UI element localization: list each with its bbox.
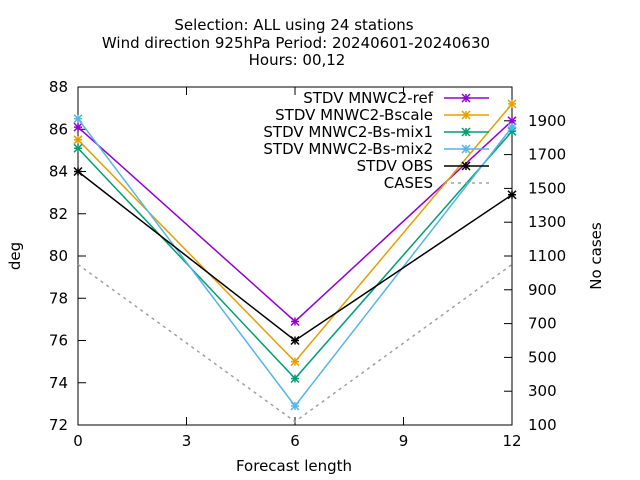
x-tick-label: 3	[182, 432, 192, 450]
y2-axis-label: No cases	[587, 222, 605, 290]
y-tick-label: 80	[49, 247, 68, 265]
chart-title-line-3: Hours: 00,12	[249, 51, 346, 69]
data-point-stdv-mnwc2-bs-mix2	[73, 114, 83, 124]
data-point-stdv-mnwc2-bs-mix1	[290, 373, 300, 384]
y-tick-label: 84	[49, 163, 68, 181]
x-axis-label: Forecast length	[236, 457, 352, 475]
legend-label-stdv-mnwc2-bs-mix2: STDV MNWC2-Bs-mix2	[263, 140, 433, 158]
legend-marker-stdv-mnwc2-bs-mix2	[461, 144, 471, 154]
data-point-stdv-mnwc2-bscale	[290, 357, 300, 367]
x-tick-label: 0	[73, 432, 83, 450]
y2-tick-label: 1300	[528, 213, 566, 231]
chart-title-line-2: Wind direction 925hPa Period: 20240601-2…	[102, 34, 490, 52]
legend-label-stdv-mnwc2-ref: STDV MNWC2-ref	[303, 89, 433, 107]
chart-title-line-1: Selection: ALL using 24 stations	[174, 16, 413, 34]
y-tick-label: 86	[49, 120, 68, 138]
y-tick-label: 72	[49, 416, 68, 434]
legend-marker-stdv-mnwc2-bs-mix1	[461, 127, 471, 137]
data-point-stdv-mnwc2-ref	[73, 122, 83, 132]
legend-marker-stdv-obs	[461, 161, 471, 171]
x-tick-label: 9	[399, 432, 409, 450]
data-point-stdv-mnwc2-bs-mix2	[290, 401, 300, 411]
y2-tick-label: 100	[528, 416, 557, 434]
y2-tick-label: 1900	[528, 112, 566, 130]
data-point-stdv-mnwc2-bscale	[507, 99, 517, 109]
legend-label-cases: CASES	[384, 174, 433, 192]
data-point-stdv-mnwc2-bscale	[73, 135, 83, 145]
data-point-stdv-obs	[507, 190, 517, 200]
data-point-stdv-obs	[290, 335, 300, 346]
data-point-stdv-obs	[73, 166, 83, 177]
y2-tick-label: 300	[528, 382, 557, 400]
y2-tick-label: 900	[528, 281, 557, 299]
y-tick-label: 78	[49, 289, 68, 307]
axis-ticks: 0 3 6 9 12 72 74 76 78 80 82 84 86 88 100 300 500 700 900 1…	[49, 78, 566, 450]
y2-tick-label: 1700	[528, 146, 566, 164]
series-lines	[73, 99, 517, 423]
series-line-cases	[77, 263, 513, 423]
legend-label-stdv-obs: STDV OBS	[357, 157, 433, 175]
data-point-stdv-mnwc2-bs-mix1	[73, 143, 83, 153]
x-tick-label: 12	[502, 432, 521, 450]
x-tick-label: 6	[290, 432, 300, 450]
y2-tick-label: 1100	[528, 247, 566, 265]
y-tick-label: 76	[49, 332, 68, 350]
y-tick-label: 88	[49, 78, 68, 96]
data-point-stdv-mnwc2-bs-mix2	[507, 122, 517, 132]
y2-tick-label: 500	[528, 348, 557, 366]
y2-tick-label: 700	[528, 315, 557, 333]
data-point-stdv-mnwc2-ref	[290, 316, 300, 327]
legend-label-stdv-mnwc2-bscale: STDV MNWC2-Bscale	[275, 106, 433, 124]
y2-tick-label: 1500	[528, 179, 566, 197]
y-axis-label: deg	[6, 242, 24, 270]
y-tick-label: 82	[49, 205, 68, 223]
legend-marker-stdv-mnwc2-bscale	[461, 110, 471, 120]
legend-label-stdv-mnwc2-bs-mix1: STDV MNWC2-Bs-mix1	[263, 123, 433, 141]
legend-marker-stdv-mnwc2-ref	[461, 93, 471, 103]
series-line-stdv-obs	[77, 170, 513, 342]
y-tick-label: 74	[49, 374, 68, 392]
